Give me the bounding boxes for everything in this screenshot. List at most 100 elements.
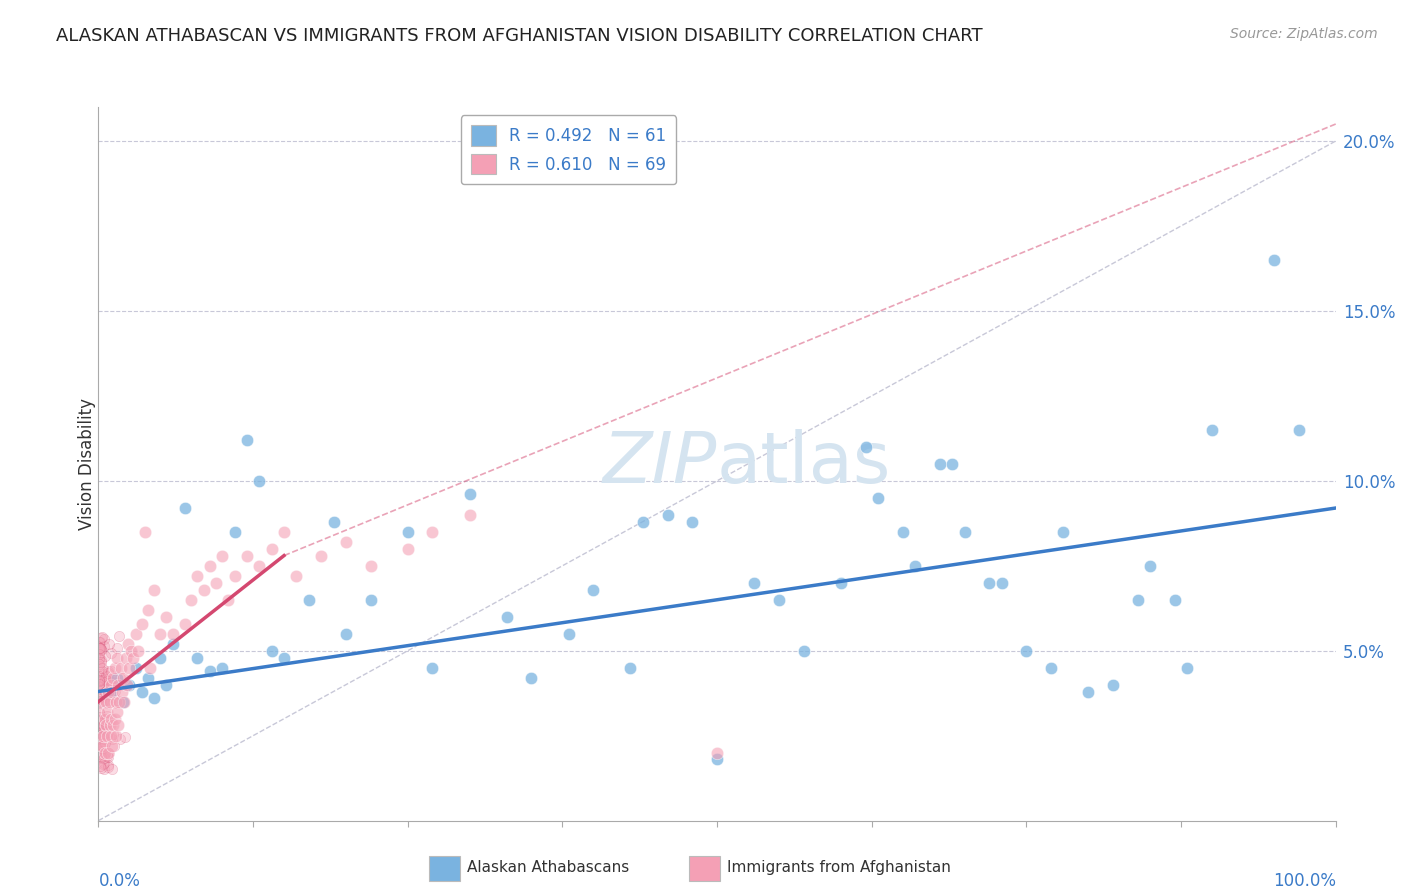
Point [91,664,114,678]
Point [155,609,177,624]
Point [100,675,122,690]
Point [768,592,790,607]
Point [1040,661,1063,675]
Point [100,684,122,698]
Point [193,582,215,597]
Point [91,694,114,708]
Point [247,474,270,488]
Point [103,718,125,732]
Point [96,715,118,730]
Point [1015,644,1038,658]
Point [236,549,259,563]
Point [90,740,112,755]
Point [90,655,112,669]
Point [100,729,122,743]
Point [90,642,112,657]
Point [89,728,111,742]
Point [97,730,120,744]
Point [100,665,122,679]
Point [103,712,125,726]
Point [96,674,118,689]
Point [89,730,111,744]
Point [115,678,138,692]
Point [928,457,950,471]
Point [89,731,111,746]
Point [582,582,605,597]
Point [224,524,246,539]
Point [557,626,579,640]
Point [953,524,976,539]
Point [198,664,221,678]
Point [706,752,728,766]
Text: 100.0%: 100.0% [1272,871,1336,889]
Point [990,575,1012,590]
Point [87,640,110,655]
Point [90,631,112,645]
Point [87,690,110,705]
Text: 0.0%: 0.0% [98,871,141,889]
Point [285,569,308,583]
Point [93,673,115,687]
Point [143,691,166,706]
Point [90,719,112,733]
Point [87,635,110,649]
Point [657,508,679,522]
Point [91,718,114,732]
Point [105,705,128,719]
Point [90,744,112,758]
Point [904,558,927,573]
Text: ZIP: ZIP [603,429,717,499]
Point [91,667,114,681]
Point [186,569,208,583]
Point [855,440,877,454]
Point [224,569,246,583]
Point [458,508,481,522]
Point [89,719,111,733]
Point [104,729,127,743]
Point [87,676,110,690]
Point [87,724,110,739]
Point [89,640,111,655]
Point [93,747,115,762]
Point [122,650,145,665]
Point [89,747,111,762]
Point [108,629,131,643]
Point [94,731,117,745]
Point [87,677,110,691]
Point [89,750,111,764]
Point [322,515,344,529]
Point [1164,592,1187,607]
Point [94,668,117,682]
Point [87,640,110,655]
Point [198,558,221,573]
Point [91,740,114,755]
Point [87,673,110,688]
Point [91,757,114,772]
Point [1175,661,1198,675]
Point [117,637,139,651]
Point [120,644,142,658]
Point [101,731,124,746]
Point [93,632,115,646]
Point [619,661,641,675]
Point [97,676,120,690]
Point [205,575,228,590]
Point [180,592,202,607]
Point [96,705,118,719]
Point [89,680,111,694]
Point [112,695,135,709]
Point [91,677,114,691]
Point [100,646,122,660]
Point [89,647,111,661]
Point [108,732,131,747]
Point [89,713,111,727]
Point [136,603,159,617]
Text: atlas: atlas [717,429,891,499]
Point [90,692,112,706]
Point [89,694,111,708]
Point [96,664,118,678]
Point [155,678,177,692]
Point [97,760,120,774]
Point [866,491,889,505]
Point [90,722,112,736]
